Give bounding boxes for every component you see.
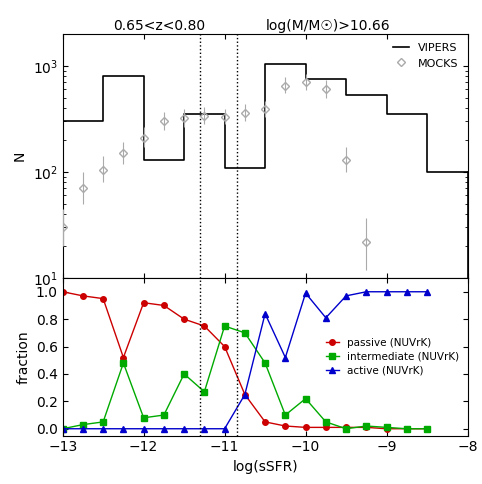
intermediate (NUVrK) bbox=[80, 422, 86, 427]
passive (NUVrK) bbox=[303, 424, 308, 430]
intermediate (NUVrK) bbox=[404, 426, 410, 432]
intermediate (NUVrK) bbox=[303, 396, 308, 402]
active (NUVrK) bbox=[60, 426, 66, 432]
active (NUVrK) bbox=[100, 426, 106, 432]
active (NUVrK) bbox=[384, 289, 389, 295]
active (NUVrK) bbox=[222, 426, 228, 432]
active (NUVrK) bbox=[363, 289, 369, 295]
active (NUVrK) bbox=[343, 293, 349, 299]
passive (NUVrK) bbox=[80, 293, 86, 299]
active (NUVrK) bbox=[323, 315, 329, 321]
active (NUVrK) bbox=[161, 426, 167, 432]
passive (NUVrK) bbox=[424, 426, 430, 432]
intermediate (NUVrK) bbox=[161, 412, 167, 418]
intermediate (NUVrK) bbox=[262, 360, 268, 366]
passive (NUVrK) bbox=[323, 424, 329, 430]
Line: intermediate (NUVrK): intermediate (NUVrK) bbox=[60, 323, 430, 432]
active (NUVrK) bbox=[424, 289, 430, 295]
passive (NUVrK) bbox=[343, 424, 349, 430]
intermediate (NUVrK) bbox=[323, 419, 329, 425]
active (NUVrK) bbox=[303, 290, 308, 296]
intermediate (NUVrK) bbox=[363, 423, 369, 429]
passive (NUVrK) bbox=[60, 289, 66, 295]
Y-axis label: N: N bbox=[13, 151, 27, 161]
passive (NUVrK) bbox=[404, 426, 410, 432]
Legend: VIPERS, MOCKS: VIPERS, MOCKS bbox=[389, 39, 462, 72]
active (NUVrK) bbox=[404, 289, 410, 295]
intermediate (NUVrK) bbox=[141, 415, 147, 421]
intermediate (NUVrK) bbox=[242, 330, 248, 336]
passive (NUVrK) bbox=[161, 302, 167, 308]
passive (NUVrK) bbox=[384, 426, 389, 432]
Line: passive (NUVrK): passive (NUVrK) bbox=[60, 289, 430, 432]
passive (NUVrK) bbox=[282, 423, 288, 429]
active (NUVrK) bbox=[242, 392, 248, 397]
active (NUVrK) bbox=[181, 426, 187, 432]
active (NUVrK) bbox=[262, 311, 268, 317]
Text: 0.65<z<0.80: 0.65<z<0.80 bbox=[113, 19, 205, 33]
active (NUVrK) bbox=[141, 426, 147, 432]
active (NUVrK) bbox=[80, 426, 86, 432]
passive (NUVrK) bbox=[120, 355, 126, 361]
intermediate (NUVrK) bbox=[282, 412, 288, 418]
passive (NUVrK) bbox=[363, 424, 369, 430]
Line: active (NUVrK): active (NUVrK) bbox=[60, 289, 430, 432]
passive (NUVrK) bbox=[222, 344, 228, 349]
active (NUVrK) bbox=[201, 426, 207, 432]
Text: log(M/M☉)>10.66: log(M/M☉)>10.66 bbox=[266, 19, 390, 33]
active (NUVrK) bbox=[120, 426, 126, 432]
passive (NUVrK) bbox=[201, 323, 207, 329]
intermediate (NUVrK) bbox=[424, 426, 430, 432]
Y-axis label: fraction: fraction bbox=[16, 330, 30, 384]
intermediate (NUVrK) bbox=[343, 426, 349, 432]
passive (NUVrK) bbox=[141, 300, 147, 305]
intermediate (NUVrK) bbox=[100, 419, 106, 425]
passive (NUVrK) bbox=[181, 316, 187, 322]
intermediate (NUVrK) bbox=[60, 426, 66, 432]
intermediate (NUVrK) bbox=[181, 371, 187, 377]
passive (NUVrK) bbox=[242, 392, 248, 397]
passive (NUVrK) bbox=[262, 419, 268, 425]
intermediate (NUVrK) bbox=[384, 424, 389, 430]
Legend: passive (NUVrK), intermediate (NUVrK), active (NUVrK): passive (NUVrK), intermediate (NUVrK), a… bbox=[323, 334, 462, 379]
X-axis label: log(sSFR): log(sSFR) bbox=[232, 460, 298, 474]
passive (NUVrK) bbox=[100, 296, 106, 302]
intermediate (NUVrK) bbox=[201, 389, 207, 394]
active (NUVrK) bbox=[282, 355, 288, 361]
intermediate (NUVrK) bbox=[222, 323, 228, 329]
intermediate (NUVrK) bbox=[120, 360, 126, 366]
